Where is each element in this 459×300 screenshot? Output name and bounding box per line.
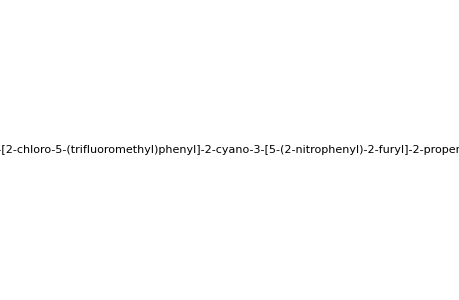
Text: (2E)-N-[2-chloro-5-(trifluoromethyl)phenyl]-2-cyano-3-[5-(2-nitrophenyl)-2-furyl: (2E)-N-[2-chloro-5-(trifluoromethyl)phen… [0,145,459,155]
